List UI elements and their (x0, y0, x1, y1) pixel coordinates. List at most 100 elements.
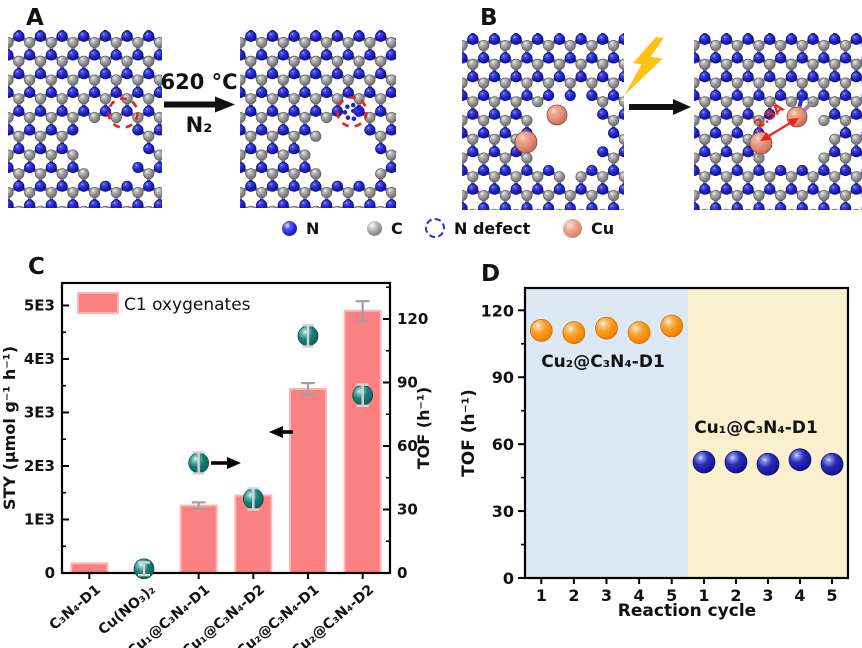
nitrogen-atom (56, 143, 68, 155)
nitrogen-atom (364, 49, 376, 61)
carbon-atom (710, 152, 722, 164)
n-defect-dot (355, 106, 361, 111)
nitrogen-atom (8, 49, 14, 61)
carbon-atom (543, 39, 555, 52)
distance-arrow (766, 121, 793, 138)
carbon-atom (122, 205, 132, 208)
nitrogen-atom (321, 49, 333, 61)
nitrogen-atom (499, 202, 511, 210)
nitrogen-atom (829, 183, 841, 195)
carbon-atom (45, 74, 57, 86)
panel-d-label: D (481, 261, 501, 287)
nitrogen-atom (499, 127, 511, 139)
carbon-atom (56, 168, 68, 180)
carbon-atom (24, 111, 36, 124)
carbon-atom (553, 58, 565, 70)
carbon-atom (478, 189, 490, 202)
y-tick-label-left: 5E3 (24, 296, 55, 314)
nitrogen-atom (597, 146, 609, 158)
n-defect-dot (342, 110, 348, 115)
carbon-atom (342, 74, 354, 86)
carbon-atom (78, 55, 90, 67)
carbon-atom (132, 74, 144, 86)
nitrogen-atom (608, 89, 620, 102)
nitrogen-atom (586, 202, 598, 210)
nitrogen-atom (45, 161, 57, 174)
nitrogen-atom (342, 199, 354, 208)
carbon-atom (277, 36, 289, 49)
carbon-atom (852, 208, 860, 210)
nitrogen-atom (375, 30, 387, 42)
carbon-atom (597, 171, 609, 183)
carbon-atom (467, 58, 479, 70)
nitrogen-atom (331, 30, 343, 42)
carbon-atom (99, 55, 111, 67)
carbon-atom (299, 186, 311, 199)
y-tick-label-left: 3E3 (24, 403, 55, 421)
nitrogen-atom (288, 30, 300, 42)
carbon-atom (288, 130, 300, 142)
carbon-atom (375, 168, 387, 180)
y-tick-label: 30 (492, 502, 514, 521)
nitrogen-atom (89, 86, 101, 99)
nitrogen-atom (34, 180, 47, 192)
nitrogen-atom (245, 30, 257, 42)
carbon-atom (608, 189, 620, 202)
reaction-atmosphere: N₂ (185, 113, 213, 138)
carbon-atom (24, 36, 36, 49)
carbon-atom (577, 208, 585, 210)
chart-sty-tof: 01E32E33E34E35E30306090120C₃N₄-D1Cu(NO₃)… (0, 281, 433, 648)
chart-recycling: 0 30 60 90 120 1 2 3 4 5 1 2 3 4 5 Cu₂@C₃N₄-D1 Cu₁@C₃N₄-… (459, 286, 850, 621)
carbon-atom (575, 58, 587, 70)
carbon-atom (469, 208, 477, 210)
carbon-atom (478, 152, 490, 164)
nitrogen-atom (24, 124, 36, 136)
nitrogen-atom (608, 52, 620, 64)
carbon-atom (45, 149, 57, 161)
molecule-c3n4-cu-before (462, 33, 624, 210)
carbon-atom (277, 149, 289, 161)
carbon-atom (462, 114, 468, 127)
nitrogen-atom (45, 199, 57, 208)
y-tick-label-right: 90 (397, 373, 418, 391)
nitrogen-atom (240, 124, 246, 136)
nitrogen-atom (499, 52, 511, 64)
carbon-atom (266, 168, 279, 180)
nitrogen-atom (277, 199, 289, 208)
carbon-atom (829, 96, 841, 108)
carbon-atom (534, 208, 542, 210)
nitrogen-atom (256, 124, 268, 136)
nitrogen-atom (99, 30, 111, 42)
carbon-atom (364, 36, 376, 49)
carbon-atom (462, 77, 468, 89)
nitrogen-atom (132, 124, 144, 136)
nitrogen-atom (742, 108, 754, 120)
carbon-atom (521, 39, 533, 52)
nitrogen-atom (154, 49, 162, 61)
nitrogen-atom (521, 52, 533, 64)
x-tick-label: 3 (601, 586, 612, 605)
nitrogen-atom (154, 161, 162, 174)
nitrogen-atom (764, 183, 776, 195)
carbon-atom (710, 189, 722, 202)
nitrogen-atom (829, 33, 841, 45)
nitrogen-atom (699, 71, 711, 83)
carbon-atom (809, 208, 817, 210)
nitrogen-atom (818, 202, 830, 210)
cycle-point (756, 452, 780, 476)
nitrogen-atom (310, 30, 322, 42)
carbon-atom (796, 39, 808, 52)
nitrogen-atom (67, 86, 79, 99)
nitrogen-atom (775, 202, 787, 210)
carbon-atom (386, 36, 396, 49)
carbon-atom (564, 39, 576, 52)
carbon-atom (710, 114, 722, 127)
nitrogen-atom (694, 89, 700, 102)
nitrogen-atom (299, 199, 311, 208)
carbon-atom (555, 208, 563, 210)
carbon-atom (132, 36, 144, 49)
nitrogen-atom (256, 199, 268, 208)
carbon-atom (829, 171, 841, 183)
nitrogen-atom (488, 183, 501, 195)
